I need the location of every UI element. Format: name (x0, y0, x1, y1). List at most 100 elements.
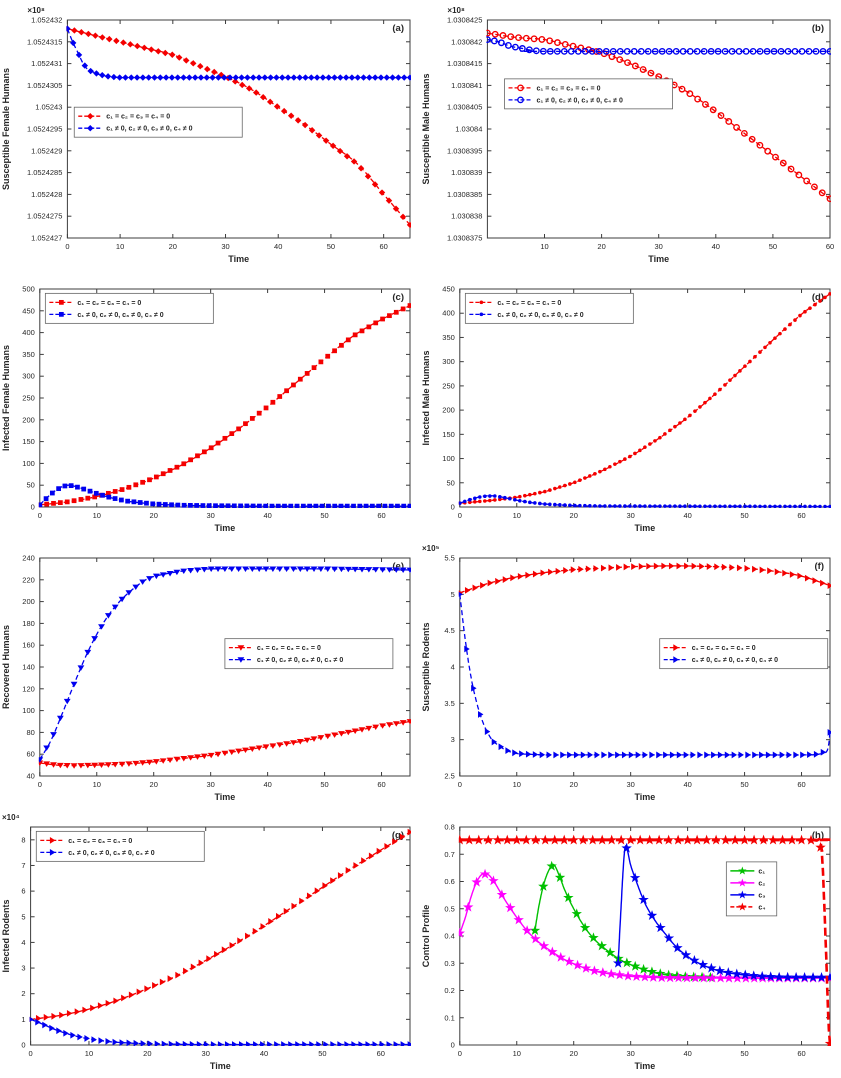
y-tick-label: 1.0308375 (447, 234, 482, 243)
axis-ticks: 0 10 20 30 40 50 60 0 50 100 150 200 250 300 350 400 450 (442, 285, 830, 520)
y-tick-label: 200 (22, 597, 35, 606)
x-tick-label: 60 (377, 1049, 385, 1058)
legend-entry-label: c₁ ≠ 0, c₂ ≠ 0, c₃ ≠ 0, c₄ ≠ 0 (106, 126, 192, 133)
x-tick-label: 20 (150, 780, 158, 789)
x-axis-label: Time (214, 792, 235, 802)
y-tick-label: 150 (442, 430, 455, 439)
series-a-1 (66, 25, 412, 81)
axes-box (459, 826, 831, 1046)
x-axis-label: Time (634, 523, 655, 533)
series-e-1 (38, 566, 412, 763)
y-tick-label: 1.052431 (31, 59, 62, 68)
x-axis-label: Time (648, 254, 669, 264)
legend: c₁ = c₂ = c₃ = c₄ = 0 c₁ ≠ 0, c₂ ≠ 0, c₃ … (464, 292, 634, 324)
x-tick-label: 30 (626, 780, 634, 789)
y-tick-label: 0.1 (444, 1013, 454, 1022)
x-tick-label: 0 (38, 511, 42, 520)
x-tick-label: 20 (169, 242, 177, 251)
legend: c₁ = c₂ = c₃ = c₄ = 0 c₁ ≠ 0, c₂ ≠ 0, c₃ … (44, 292, 214, 324)
legend-entry-label: c₁ = c₂ = c₃ = c₄ = 0 (497, 300, 561, 307)
panel-label: (d) (812, 292, 824, 303)
series-f-0 (458, 562, 832, 596)
y-tick-label: 0.8 (444, 823, 454, 832)
legend-entry-label: c₁ ≠ 0, c₂ ≠ 0, c₃ ≠ 0, c₄ ≠ 0 (537, 97, 623, 104)
panel-e: 0 10 20 30 40 50 60 40 60 80 100 120 140 160 180 200 220… (0, 538, 420, 807)
x-tick-label: 0 (458, 1049, 462, 1058)
panel-d: 0 10 20 30 40 50 60 0 50 100 150 200 250 300 350 400 450… (420, 269, 841, 538)
y-tick-label: 1.05243 (35, 103, 62, 112)
y-axis-label: Susceptible Female Humans (1, 68, 11, 190)
x-tick-label: 60 (797, 1049, 805, 1058)
y-tick-label: 0.4 (444, 932, 454, 941)
panel-f: 0 10 20 30 40 50 60 2.5 3 3.5 4 4.5 5 5.5 Time Suscepti… (420, 538, 841, 807)
y-tick-label: 450 (442, 285, 455, 294)
y-tick-label: 1.0524315 (27, 37, 62, 46)
x-tick-label: 30 (206, 511, 214, 520)
axis-ticks: 0 10 20 30 40 50 60 0 0.1 0.2 0.3 0.4 0.5 0.6 0.7 0.8 (444, 823, 830, 1058)
y-tick-label: 100 (22, 459, 35, 468)
y-tick-label: 1.0308395 (447, 146, 482, 155)
x-tick-label: 30 (206, 780, 214, 789)
y-tick-label: 220 (22, 575, 35, 584)
y-tick-label: 3.5 (444, 699, 454, 708)
chart-e: 0 10 20 30 40 50 60 40 60 80 100 120 140 160 180 200 220… (1, 554, 412, 802)
chart-f: 0 10 20 30 40 50 60 2.5 3 3.5 4 4.5 5 5.5 Time Suscepti… (421, 544, 832, 802)
chart-h: 0 10 20 30 40 50 60 0 0.1 0.2 0.3 0.4 0.5 0.6 0.7 0.8 Ti… (421, 823, 832, 1071)
x-tick-label: 40 (263, 511, 271, 520)
x-tick-label: 10 (85, 1049, 93, 1058)
x-tick-label: 10 (540, 242, 548, 251)
panel-label: (h) (812, 830, 824, 841)
x-tick-label: 60 (797, 780, 805, 789)
x-tick-label: 30 (655, 242, 663, 251)
x-axis-label: Time (210, 1061, 231, 1071)
y-tick-label: 0 (451, 503, 455, 512)
legend-entry-label: c₁ = c₂ = c₃ = c₄ = 0 (692, 645, 756, 652)
x-tick-label: 50 (318, 1049, 326, 1058)
y-tick-label: 2.5 (444, 772, 454, 781)
x-tick-label: 20 (150, 511, 158, 520)
x-tick-label: 40 (260, 1049, 268, 1058)
y-tick-label: 5.5 (444, 554, 454, 563)
y-tick-label: 8 (21, 835, 25, 844)
y-axis-exponent: ×10⁵ (422, 544, 440, 553)
x-tick-label: 50 (740, 511, 748, 520)
panel-a: 0 10 20 30 40 50 60 1.052427 1.0524275 1.052428 1.… (0, 0, 420, 269)
x-tick-label: 60 (826, 242, 834, 251)
y-tick-label: 0.2 (444, 986, 454, 995)
chart-b: 10 20 30 40 50 60 1.0308375 1.030838 1.0308385 1.… (421, 6, 834, 264)
legend-entry-label: c₄ (758, 904, 765, 911)
series-c-0 (38, 303, 412, 508)
x-tick-label: 60 (377, 511, 385, 520)
panel-label: (b) (812, 23, 824, 34)
y-tick-label: 0.5 (444, 904, 454, 913)
y-axis-label: Susceptible Male Humans (421, 73, 431, 184)
series-a-0 (66, 25, 412, 229)
y-tick-label: 300 (22, 372, 35, 381)
y-axis-label: Infected Female Humans (1, 345, 11, 451)
x-axis-label: Time (228, 254, 249, 264)
y-tick-label: 200 (442, 406, 455, 415)
y-tick-label: 200 (22, 415, 35, 424)
y-tick-label: 5 (451, 590, 455, 599)
chart-a: 0 10 20 30 40 50 60 1.052427 1.0524275 1.052428 1.… (1, 6, 412, 264)
x-tick-label: 20 (597, 242, 605, 251)
x-tick-label: 0 (458, 780, 462, 789)
y-axis-exponent: ×10⁸ (447, 6, 465, 15)
panel-label: (c) (392, 292, 404, 303)
x-tick-label: 40 (683, 1049, 691, 1058)
y-tick-label: 500 (22, 285, 35, 294)
series-h-2 (612, 842, 832, 982)
y-tick-label: 0 (31, 503, 35, 512)
y-tick-label: 1.0308425 (447, 16, 482, 25)
y-axis-label: Infected Male Humans (421, 350, 431, 445)
y-axis-exponent: ×10⁸ (27, 6, 45, 15)
y-tick-label: 1.03084 (455, 125, 482, 134)
chart-d: 0 10 20 30 40 50 60 0 50 100 150 200 250 300 350 400 450… (421, 285, 832, 533)
panel-b: 10 20 30 40 50 60 1.0308375 1.030838 1.0308385 1.… (420, 0, 841, 269)
y-axis-label: Infected Rodents (1, 899, 11, 972)
y-tick-label: 40 (26, 772, 34, 781)
x-tick-label: 50 (740, 780, 748, 789)
y-tick-label: 4 (451, 663, 455, 672)
x-axis-label: Time (634, 1061, 655, 1071)
